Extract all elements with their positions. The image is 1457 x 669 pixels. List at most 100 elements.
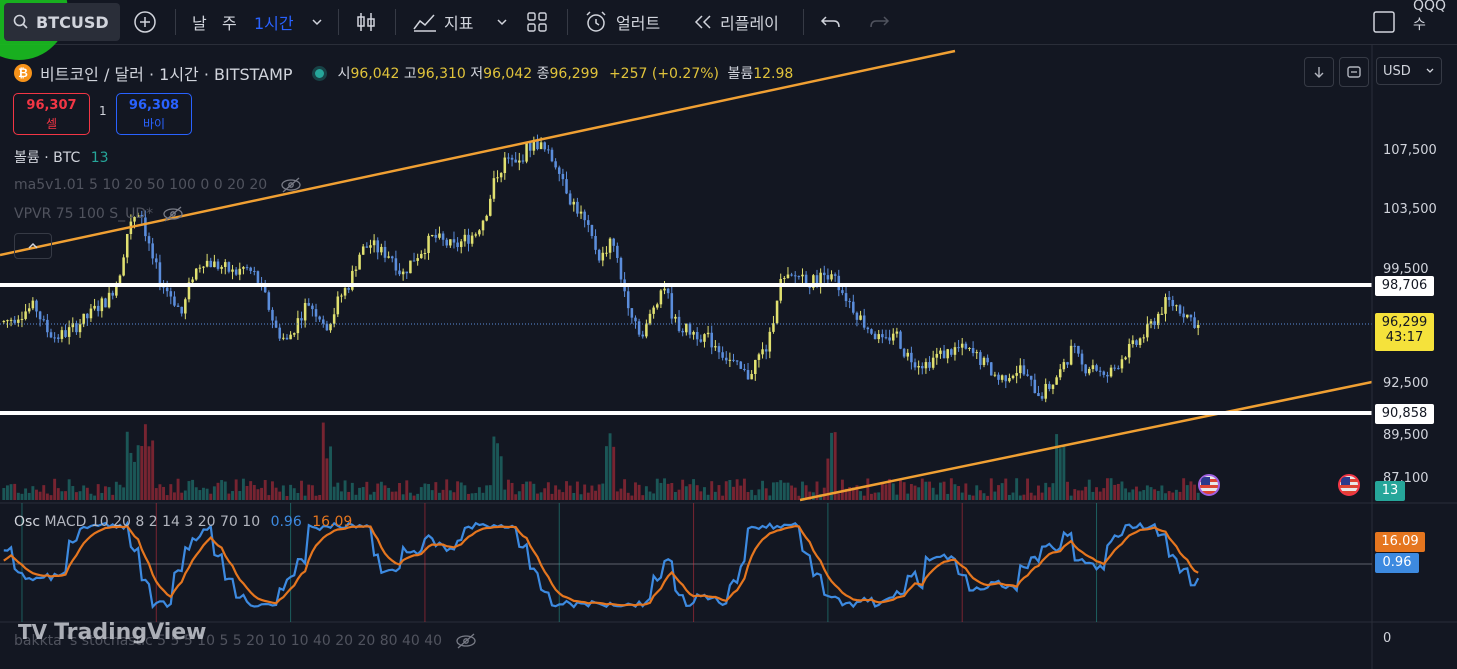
- buy-button[interactable]: 96,308 바이: [116, 93, 192, 135]
- interval-active-button[interactable]: 1시간: [254, 0, 294, 44]
- indicators-button[interactable]: 지표: [412, 0, 473, 44]
- candle-body: [49, 332, 53, 338]
- symbol-search-button[interactable]: BTCUSD: [4, 3, 120, 41]
- volume-bar: [1076, 490, 1080, 500]
- candle-body: [848, 301, 851, 303]
- volume-bar: [296, 492, 300, 500]
- candle-body: [136, 215, 140, 217]
- reset-view-button[interactable]: [1339, 57, 1369, 87]
- volume-bar: [314, 495, 318, 500]
- high-value: 96,310: [416, 66, 466, 82]
- candle-body: [1026, 374, 1029, 376]
- candle-body: [841, 290, 844, 294]
- volume-bar: [260, 487, 264, 500]
- chart-type-button[interactable]: [355, 0, 377, 44]
- volume-bar: [1156, 490, 1160, 500]
- volume-bar: [405, 480, 409, 500]
- candle-body: [71, 323, 75, 328]
- candle-body: [594, 235, 597, 250]
- fullscreen-button[interactable]: [1372, 0, 1396, 44]
- volume-bar: [452, 492, 456, 500]
- macd-tag: 0.96: [1375, 553, 1419, 573]
- candle-body: [830, 274, 833, 280]
- add-symbol-button[interactable]: [133, 0, 157, 44]
- us-flag-event-icon[interactable]: [1198, 474, 1220, 496]
- volume-bar: [1018, 495, 1022, 500]
- interval-day-button[interactable]: 날: [192, 0, 207, 44]
- volume-bar: [750, 489, 754, 500]
- currency-select[interactable]: USD: [1376, 57, 1442, 85]
- candle-body: [1193, 317, 1196, 328]
- search-icon: [13, 14, 28, 29]
- indicators-dropdown[interactable]: [496, 0, 508, 44]
- volume-bar: [503, 489, 507, 500]
- order-quantity[interactable]: 1: [99, 104, 107, 118]
- volume-bar: [307, 484, 311, 500]
- eye-off-icon[interactable]: [280, 177, 302, 193]
- candle-body: [754, 359, 757, 375]
- candle-body: [554, 161, 557, 168]
- sell-button[interactable]: 96,307 셀: [13, 93, 90, 135]
- chart-title[interactable]: 비트코인 / 달러 · 1시간 · BITSTAMP: [40, 65, 293, 84]
- volume-bar: [437, 492, 441, 500]
- scroll-down-button[interactable]: [1304, 57, 1334, 87]
- volume-bar: [1135, 486, 1138, 500]
- volume-bar: [978, 490, 982, 500]
- candle-body: [630, 308, 634, 318]
- volume-bar: [1036, 485, 1040, 500]
- undo-button[interactable]: [820, 0, 842, 44]
- candle-body: [703, 334, 706, 342]
- candle-body: [928, 362, 931, 368]
- replay-button[interactable]: 리플레이: [692, 0, 779, 44]
- candle-body: [165, 287, 169, 292]
- volume-bar: [1026, 478, 1030, 500]
- candle-body: [587, 220, 590, 225]
- candle-body: [489, 198, 492, 216]
- eye-off-icon[interactable]: [455, 633, 477, 649]
- user-name[interactable]: QQQ수: [1413, 0, 1447, 33]
- eye-off-icon[interactable]: [162, 206, 184, 222]
- ma-legend[interactable]: ma5v1.01 5 10 20 50 100 0 0 20 20: [14, 177, 302, 193]
- macd-legend[interactable]: Osc MACD 10 20 8 2 14 3 20 70 10 0.96 16…: [14, 514, 352, 530]
- stoch-legend[interactable]: bakkta 's stochastic 5 5 5 10 5 5 20 10 …: [14, 633, 477, 649]
- vpvr-legend[interactable]: VPVR 75 100 S_UD*: [14, 206, 184, 222]
- candle-body: [939, 350, 942, 354]
- volume-bar: [666, 483, 670, 500]
- volume-bar: [158, 484, 162, 500]
- macd-value: 0.96: [270, 514, 302, 530]
- volume-bar: [56, 488, 60, 500]
- volume-bar: [579, 494, 583, 500]
- support-level-tag[interactable]: 90,858: [1375, 404, 1434, 424]
- candle-body: [434, 234, 438, 238]
- redo-button[interactable]: [868, 0, 890, 44]
- volume-bar: [365, 481, 369, 500]
- volume-bar: [136, 445, 140, 500]
- volume-bar: [496, 443, 499, 500]
- volume-bar: [1138, 491, 1142, 500]
- volume-legend[interactable]: 볼륨 · BTC 13: [14, 147, 109, 167]
- layout-templates-button[interactable]: [527, 0, 547, 44]
- volume-bar: [517, 491, 521, 500]
- us-flag-event-icon[interactable]: [1338, 474, 1360, 496]
- candle-body: [122, 257, 125, 276]
- volume-bar: [895, 494, 899, 500]
- candle-body: [100, 298, 104, 312]
- candle-body: [503, 157, 507, 174]
- volume-bar: [13, 483, 17, 500]
- collapse-legend-button[interactable]: [14, 233, 52, 259]
- resistance-level-tag[interactable]: 98,706: [1375, 276, 1434, 296]
- alert-button[interactable]: 얼러트: [584, 0, 660, 44]
- volume-bar: [1182, 478, 1186, 500]
- interval-dropdown[interactable]: [311, 0, 323, 44]
- volume-bar: [96, 484, 100, 500]
- candle-body: [1077, 345, 1080, 354]
- indicators-icon: [413, 14, 436, 32]
- volume-bar: [906, 493, 910, 500]
- volume-bar: [884, 484, 888, 500]
- volume-bar: [946, 493, 950, 500]
- candle-body: [917, 366, 920, 368]
- interval-week-button[interactable]: 주: [222, 0, 237, 44]
- volume-bar: [35, 489, 38, 500]
- candle-body: [358, 254, 361, 270]
